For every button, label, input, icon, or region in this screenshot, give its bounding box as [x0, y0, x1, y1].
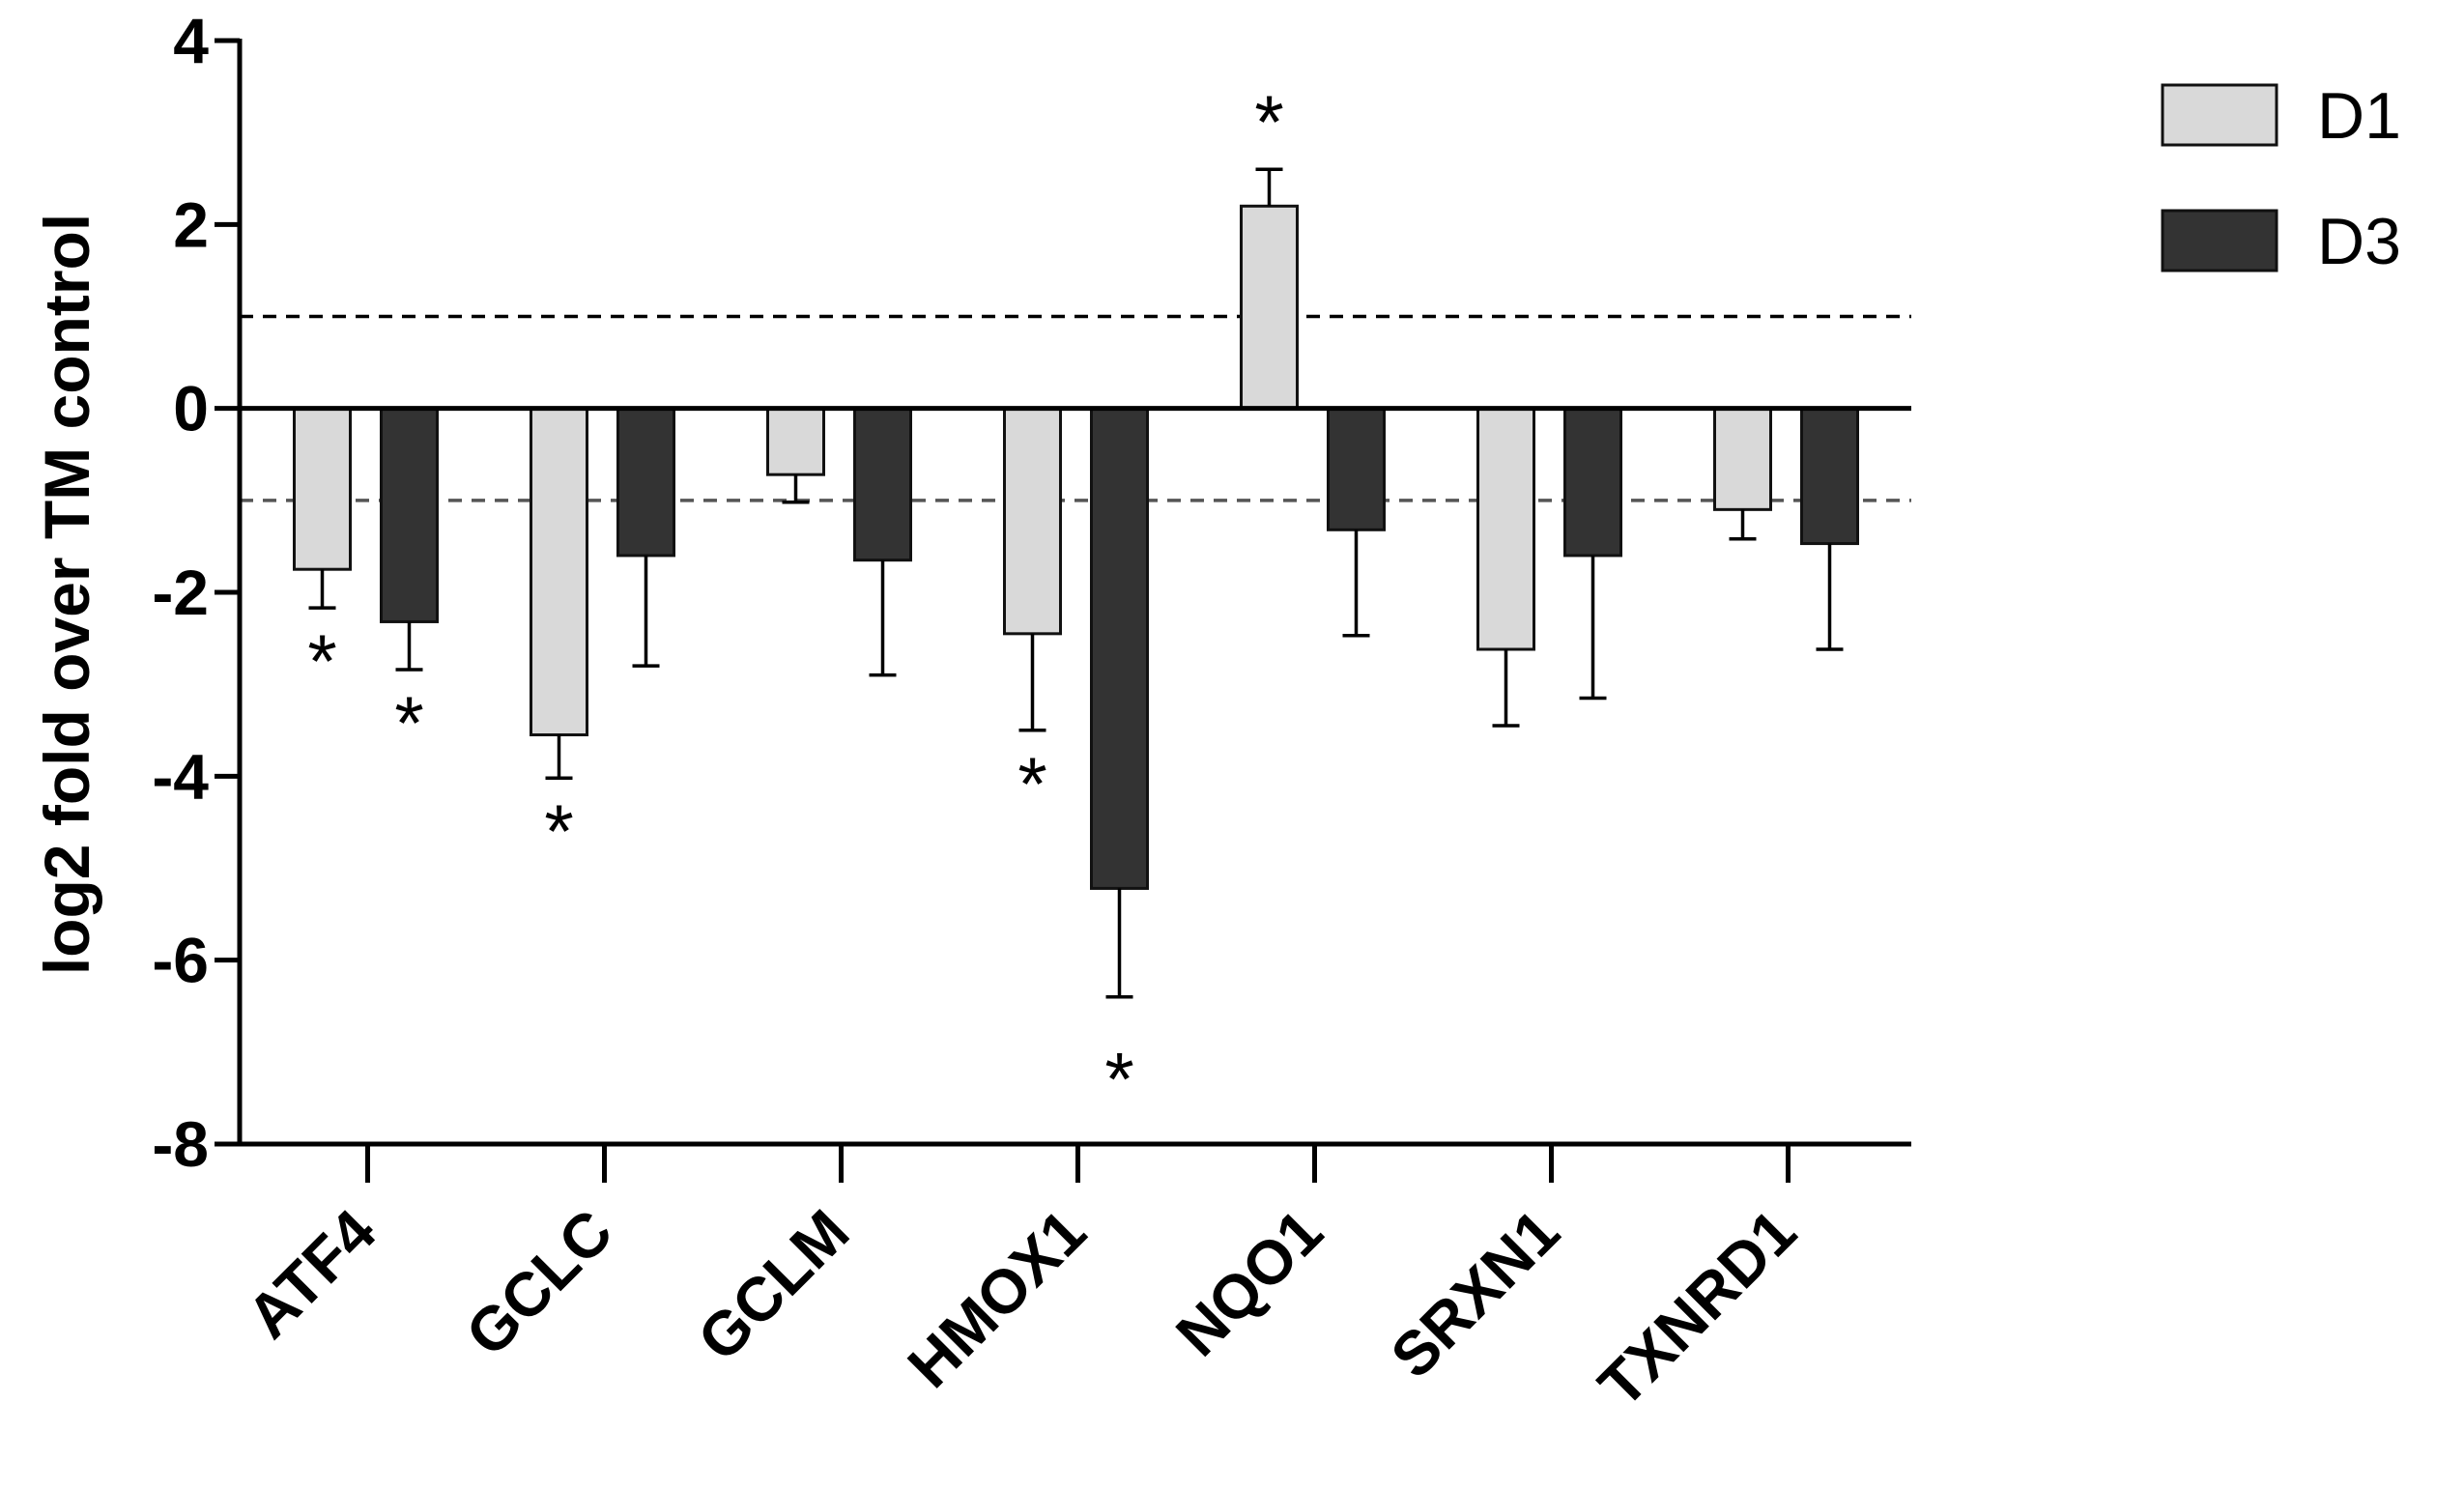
legend-swatch-d1	[2161, 83, 2278, 147]
bars	[293, 204, 1859, 890]
bar-d1-srxn1	[1476, 407, 1535, 651]
x-tick-label-atf4: ATF4	[234, 1196, 389, 1352]
bar-d3-atf4	[380, 407, 439, 623]
x-ticks: ATF4 GCLC GCLM HMOX1 NQO1 SRXN1 TXNRD1	[234, 1144, 1809, 1420]
y-tick-label: 0	[173, 373, 209, 444]
bar-d3-srxn1	[1563, 407, 1622, 558]
y-tick-label: -2	[152, 557, 209, 628]
legend: D1 D3	[2161, 79, 2401, 278]
y-ticks: 4 2 0 -2 -4 -6 -8	[152, 5, 240, 1180]
reference-lines	[240, 314, 1911, 502]
legend-swatch-d3	[2161, 209, 2278, 272]
significance-star-d1-nqo1: *	[1254, 79, 1283, 164]
bar-d1-gclc	[530, 407, 588, 737]
y-axis-label: log2 fold over TM control	[31, 214, 102, 975]
significance-star-d1-hmox1: *	[1017, 741, 1046, 826]
significance-star-d1-atf4: *	[307, 618, 336, 703]
y-tick-label: 4	[173, 5, 209, 76]
x-tick-label-nqo1: NQO1	[1162, 1196, 1335, 1369]
bar-d1-gclm	[766, 407, 825, 476]
significance-markers: * * * * * *	[307, 79, 1283, 1122]
bar-d3-gclc	[616, 407, 675, 558]
y-tick-label: -6	[152, 925, 209, 996]
x-tick-label-gclm: GCLM	[684, 1196, 862, 1374]
axes	[237, 39, 1911, 1147]
bar-d1-hmox1	[1003, 407, 1062, 636]
x-tick-label-txnrd1: TXNRD1	[1585, 1196, 1809, 1420]
bar-d3-txnrd1	[1800, 407, 1859, 546]
bar-d1-txnrd1	[1713, 407, 1772, 511]
error-bars	[308, 167, 1844, 999]
bar-d3-gclm	[853, 407, 912, 562]
significance-star-d3-atf4: *	[394, 680, 423, 765]
significance-star-d1-gclc: *	[544, 788, 573, 873]
significance-star-d3-hmox1: *	[1104, 1037, 1133, 1122]
y-tick-label: 2	[173, 188, 209, 260]
legend-label-d3: D3	[2317, 205, 2401, 278]
y-tick-label: -8	[152, 1108, 209, 1180]
bar-d3-hmox1	[1090, 407, 1149, 890]
x-tick-label-srxn1: SRXN1	[1378, 1196, 1573, 1391]
bar-d3-nqo1	[1327, 407, 1386, 531]
bar-d1-nqo1	[1240, 204, 1299, 411]
bar-d1-atf4	[293, 407, 352, 571]
x-tick-label-gclc: GCLC	[452, 1196, 625, 1369]
legend-label-d1: D1	[2317, 79, 2401, 153]
x-tick-label-hmox1: HMOX1	[895, 1196, 1100, 1401]
y-tick-label: -4	[152, 740, 209, 812]
